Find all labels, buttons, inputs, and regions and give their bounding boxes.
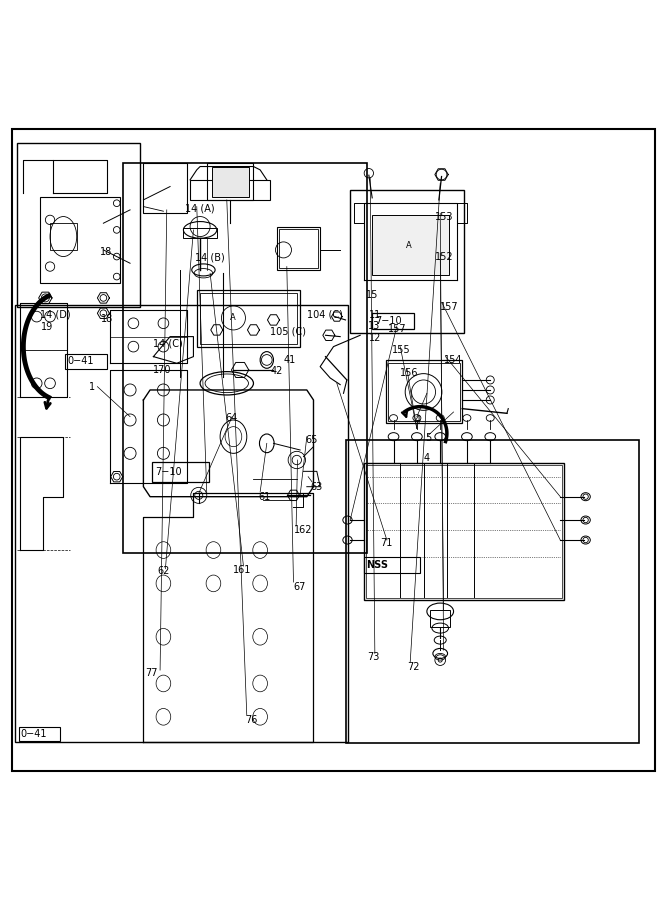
Text: 157: 157 — [388, 324, 407, 334]
Text: 152: 152 — [435, 252, 454, 262]
Text: 72: 72 — [407, 662, 420, 671]
Text: 156: 156 — [400, 368, 419, 378]
Text: A: A — [229, 313, 235, 322]
Bar — [346, 440, 639, 743]
Text: 77: 77 — [145, 669, 158, 679]
Text: 4: 4 — [424, 453, 430, 463]
Bar — [366, 465, 562, 598]
Text: 63: 63 — [311, 482, 323, 491]
Text: 14 (B): 14 (B) — [195, 253, 225, 263]
Text: 1: 1 — [89, 382, 95, 392]
Bar — [372, 215, 449, 275]
Text: 64: 64 — [225, 413, 237, 423]
Text: 154: 154 — [444, 355, 462, 365]
Bar — [190, 180, 270, 200]
Text: 67: 67 — [293, 581, 306, 591]
Text: A: A — [406, 240, 412, 249]
Bar — [372, 313, 414, 329]
Text: 73: 73 — [367, 652, 380, 662]
Bar — [152, 462, 209, 482]
Text: 7−10: 7−10 — [155, 467, 182, 477]
Text: 105 (C): 105 (C) — [270, 327, 306, 337]
Text: 42: 42 — [271, 366, 283, 376]
Bar — [197, 290, 300, 346]
Text: NSS: NSS — [366, 561, 388, 571]
Bar — [19, 727, 60, 742]
Text: 11: 11 — [369, 310, 381, 320]
Text: 14 (D): 14 (D) — [40, 310, 71, 320]
Text: 12: 12 — [369, 333, 382, 343]
Bar — [364, 464, 564, 600]
Text: 18: 18 — [100, 247, 112, 256]
Text: 4: 4 — [415, 415, 421, 425]
Text: 18: 18 — [101, 313, 113, 324]
Bar — [143, 163, 187, 213]
Bar — [123, 163, 367, 554]
Bar — [277, 227, 320, 270]
Bar — [40, 196, 120, 284]
Text: 19: 19 — [41, 321, 53, 331]
Text: 161: 161 — [233, 565, 251, 575]
Text: 71: 71 — [380, 538, 393, 548]
Bar — [207, 163, 253, 200]
Bar — [200, 292, 297, 344]
Text: 104 (C): 104 (C) — [307, 310, 343, 320]
Text: 0−41: 0−41 — [21, 729, 47, 739]
Text: 62: 62 — [157, 566, 170, 576]
Text: 0−41: 0−41 — [67, 356, 94, 366]
Bar — [388, 363, 460, 420]
Bar — [364, 557, 420, 573]
Text: 14 (C): 14 (C) — [153, 338, 183, 348]
Bar — [183, 228, 217, 238]
Text: 5: 5 — [426, 433, 432, 443]
Bar — [50, 223, 77, 250]
Text: 41: 41 — [283, 355, 295, 365]
Text: 155: 155 — [392, 345, 411, 355]
Bar — [212, 166, 249, 196]
Bar — [386, 360, 462, 423]
Text: 61: 61 — [259, 491, 271, 501]
Text: 7−10: 7−10 — [376, 316, 402, 327]
Text: 157: 157 — [440, 302, 459, 311]
Text: 153: 153 — [435, 212, 454, 221]
Bar — [430, 610, 450, 626]
Bar — [65, 354, 107, 369]
Text: 13: 13 — [368, 321, 380, 331]
Text: 65: 65 — [305, 435, 318, 445]
Text: 162: 162 — [293, 525, 312, 535]
Bar — [17, 143, 140, 307]
Bar — [279, 229, 318, 268]
Text: 76: 76 — [245, 716, 258, 725]
Text: 170: 170 — [153, 365, 172, 375]
Text: 15: 15 — [366, 291, 378, 301]
Bar — [15, 305, 348, 742]
Bar — [350, 190, 464, 333]
Text: 14 (A): 14 (A) — [185, 203, 215, 213]
